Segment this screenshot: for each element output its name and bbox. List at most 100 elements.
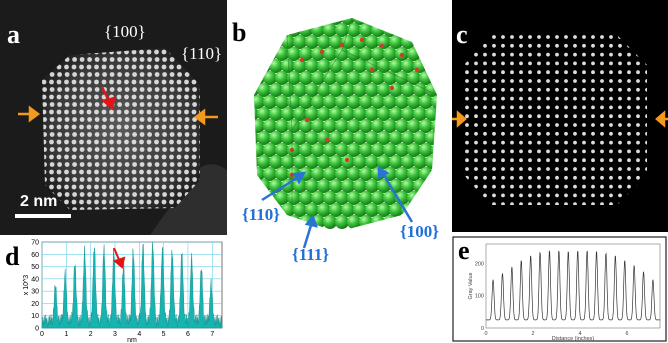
- atom-sphere: [359, 191, 373, 205]
- x-tick-label: 6: [626, 331, 629, 337]
- panel-a-image: [0, 0, 227, 235]
- sim-atom-dot: [501, 52, 505, 57]
- sim-atom-dot: [555, 184, 559, 189]
- sim-atom-dot: [591, 43, 595, 48]
- atom-dot: [109, 154, 114, 160]
- atom-dot: [71, 109, 77, 115]
- atom-dot: [132, 102, 138, 107]
- atom-dot: [102, 117, 107, 122]
- atom-dot: [79, 184, 84, 190]
- atom-dot: [146, 109, 152, 115]
- atom-sphere: [293, 107, 307, 121]
- atom-dot: [169, 102, 175, 107]
- atom-sphere: [329, 155, 343, 169]
- sim-atom-dot: [627, 87, 631, 92]
- panel-a: a {100} {110} 2 nm: [0, 0, 227, 235]
- sim-atom-dot: [528, 149, 532, 154]
- sim-atom-dot: [546, 167, 550, 171]
- atom-dot: [79, 79, 84, 85]
- atom-dot: [87, 147, 92, 152]
- red-site: [324, 137, 330, 143]
- sim-atom-dot: [546, 52, 550, 57]
- sim-atom-dot: [474, 131, 478, 136]
- atom-dot: [139, 169, 144, 175]
- sim-atom-dot: [519, 175, 523, 180]
- atom-dot: [109, 169, 114, 175]
- sim-atom-dot: [582, 149, 586, 154]
- atom-sphere: [377, 155, 391, 169]
- atom-dot: [87, 87, 92, 92]
- atom-dot: [131, 49, 137, 55]
- sim-atom-dot: [519, 61, 523, 66]
- sim-atom-dot: [582, 70, 586, 75]
- atom-dot: [146, 64, 152, 70]
- sim-atom-dot: [537, 96, 541, 101]
- sim-atom-dot: [474, 114, 478, 119]
- sim-atom-dot: [645, 140, 647, 145]
- sim-atom-dot: [600, 167, 604, 171]
- sim-atom-dot: [609, 96, 613, 101]
- sim-atom-dot: [618, 184, 622, 189]
- atom-dot: [162, 132, 168, 137]
- atom-dot: [71, 139, 77, 145]
- sim-atom-dot: [492, 140, 496, 145]
- sim-atom-dot: [510, 79, 514, 83]
- atom-dot: [101, 79, 107, 85]
- atom-dot: [169, 72, 175, 77]
- sim-atom-dot: [555, 158, 559, 163]
- atom-dot: [184, 94, 189, 100]
- sim-atom-dot: [492, 61, 496, 66]
- atom-dot: [117, 117, 122, 122]
- atom-dot: [87, 162, 92, 167]
- atom-dot: [176, 184, 182, 190]
- atom-dot: [124, 192, 130, 197]
- atom-dot: [192, 147, 198, 152]
- atom-dot: [49, 79, 54, 85]
- sim-atom-dot: [564, 114, 568, 119]
- sim-atom-dot: [465, 158, 469, 163]
- sim-atom-dot: [636, 87, 640, 92]
- sim-atom-dot: [573, 175, 577, 180]
- atom-sphere: [275, 95, 289, 109]
- sim-atom-dot: [636, 123, 640, 127]
- atom-sphere: [341, 35, 355, 49]
- sim-atom-dot: [528, 96, 532, 101]
- atom-sphere: [293, 131, 307, 145]
- sim-atom-dot: [600, 87, 604, 92]
- sim-atom-dot: [618, 175, 622, 180]
- sim-atom-dot: [474, 140, 478, 145]
- atom-sphere: [413, 83, 427, 97]
- sim-atom-dot: [546, 140, 550, 145]
- atom-sphere: [275, 167, 289, 181]
- sim-atom-dot: [627, 140, 631, 145]
- atom-dot: [154, 199, 159, 205]
- sim-atom-dot: [636, 158, 640, 163]
- sim-atom-dot: [555, 114, 559, 119]
- atom-sphere: [311, 143, 325, 157]
- atom-sphere: [347, 143, 361, 157]
- atom-dot: [162, 102, 168, 107]
- atom-dot: [109, 117, 115, 122]
- sim-atom-dot: [555, 52, 559, 57]
- atom-dot: [139, 132, 145, 137]
- atom-dot: [57, 177, 62, 182]
- sim-atom-dot: [582, 43, 586, 48]
- atom-dot: [94, 102, 100, 107]
- atom-sphere: [371, 119, 385, 133]
- sim-atom-dot: [483, 52, 487, 57]
- atom-dot: [94, 132, 100, 137]
- sim-atom-dot: [483, 167, 487, 171]
- atom-sphere: [383, 47, 397, 61]
- sim-atom-dot: [519, 70, 523, 75]
- atom-sphere: [353, 59, 367, 73]
- atom-sphere: [323, 167, 337, 181]
- sim-atom-dot: [618, 202, 622, 205]
- sim-atom-dot: [573, 149, 577, 154]
- sim-atom-dot: [546, 202, 550, 205]
- sim-atom-dot: [573, 61, 577, 66]
- atom-sphere: [293, 59, 307, 73]
- atom-dot: [117, 147, 122, 152]
- atom-dot: [87, 72, 92, 77]
- atom-dot: [161, 124, 167, 130]
- atom-sphere: [401, 59, 415, 73]
